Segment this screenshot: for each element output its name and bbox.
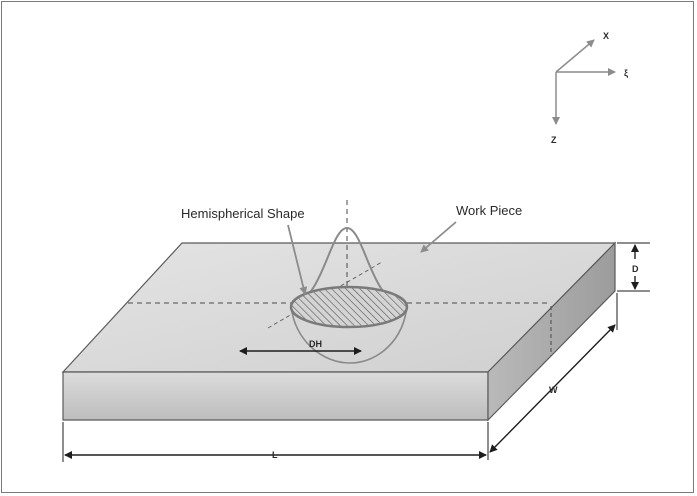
dimension-width-label: W	[549, 385, 558, 395]
dimension-length-label: L	[272, 450, 278, 460]
axis-xi-label: ξ	[624, 68, 628, 78]
width-arrow	[489, 324, 616, 453]
dimension-dh-label: DH	[309, 339, 322, 349]
callout-workpiece-label: Work Piece	[456, 203, 522, 218]
workpiece-front-face	[62, 371, 489, 421]
axis-x-label: X	[603, 31, 609, 41]
dimension-width: W	[487, 293, 618, 460]
coordinate-axes: X ξ Z	[551, 31, 628, 145]
callout-hemispherical-shape: Hemispherical Shape	[181, 206, 308, 295]
hemisphere-top-ellipse	[289, 285, 409, 329]
gaussian-heat-profile	[291, 226, 403, 304]
dimension-length: L	[62, 422, 487, 462]
dimension-depth: D	[617, 242, 650, 292]
callout-work-piece: Work Piece	[420, 203, 522, 253]
callout-hemispherical-label: Hemispherical Shape	[181, 206, 305, 221]
callout-hemispherical-arrow	[287, 224, 308, 295]
axis-x-arrow	[555, 39, 595, 73]
dimension-depth-label: D	[632, 264, 639, 274]
callout-workpiece-arrow	[420, 221, 457, 253]
axis-z-label: Z	[551, 135, 557, 145]
